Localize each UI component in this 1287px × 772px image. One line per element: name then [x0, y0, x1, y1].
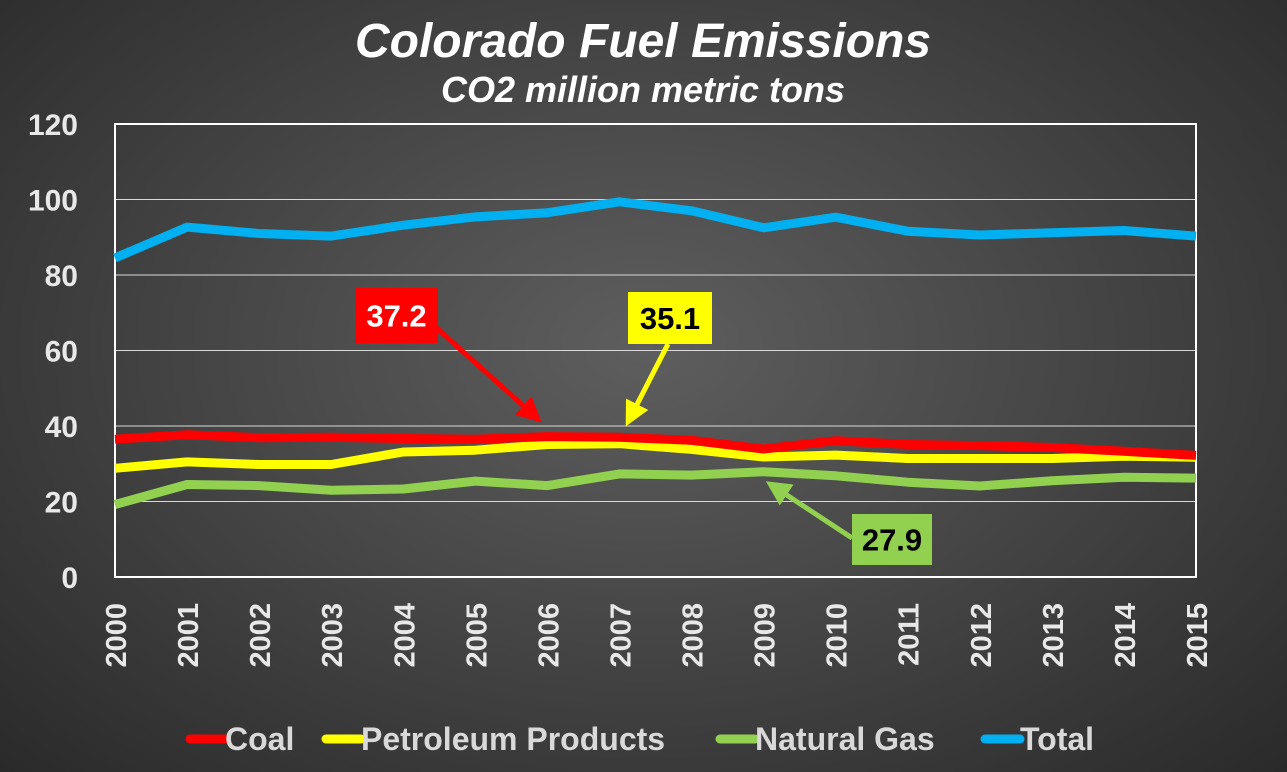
- x-tick-label: 2010: [822, 603, 854, 668]
- x-tick-label: 2005: [461, 603, 493, 668]
- x-tick-label: 2003: [317, 603, 349, 668]
- callout-box: [355, 288, 438, 343]
- x-tick-label: 2009: [750, 603, 782, 668]
- series-line-natural-gas: [113, 467, 1197, 509]
- callouts: 37.2 35.1 27.9: [355, 288, 932, 565]
- x-tick-label: 2015: [1182, 603, 1214, 668]
- callout-arrow: [625, 342, 671, 427]
- callout-box: [628, 292, 712, 344]
- legend-item-coal: Coal: [185, 721, 294, 757]
- series-line-coal: [114, 430, 1197, 460]
- x-tick-label: 2011: [894, 603, 926, 666]
- y-tick-label: 40: [45, 411, 78, 444]
- callout-label: 37.2: [366, 299, 426, 334]
- callout-35-1: 35.1: [625, 292, 712, 427]
- legend: Coal Petroleum Products Natural Gas Total: [185, 721, 1094, 757]
- callout-37-2: 37.2: [355, 288, 542, 423]
- callout-arrow: [765, 481, 854, 541]
- y-tick-label: 100: [28, 185, 78, 218]
- legend-item-natural-gas: Natural Gas: [715, 721, 935, 757]
- plot-area-border: [114, 123, 1197, 578]
- legend-item-total: Total: [980, 721, 1094, 757]
- y-tick-label: 0: [61, 562, 78, 595]
- x-tick-label: 2008: [678, 603, 710, 668]
- y-axis-ticks: 0 20 40 60 80 100 120: [28, 109, 78, 595]
- x-tick-label: 2004: [389, 603, 421, 668]
- callout-27-9: 27.9: [765, 481, 932, 565]
- legend-label: Coal: [225, 721, 294, 757]
- x-tick-label: 2013: [1038, 603, 1070, 668]
- x-tick-label: 2000: [101, 603, 133, 668]
- x-tick-label: 2007: [605, 603, 637, 668]
- y-tick-label: 20: [45, 487, 78, 520]
- x-tick-label: 2012: [966, 603, 998, 668]
- x-tick-label: 2006: [533, 603, 565, 668]
- y-tick-label: 80: [45, 260, 78, 293]
- callout-box: [852, 514, 932, 565]
- series-line-petroleum-products: [114, 439, 1197, 473]
- y-tick-label: 120: [28, 109, 78, 142]
- series-lines: [113, 197, 1197, 509]
- x-axis-ticks: 2000 2001 2002 2003 2004 2005 2006 2007 2008 2009…: [101, 603, 1214, 668]
- chart-title: Colorado Fuel Emissions: [355, 15, 931, 68]
- callout-label: 35.1: [640, 301, 700, 336]
- series-line-total: [113, 197, 1197, 263]
- x-tick-label: 2014: [1110, 603, 1142, 668]
- gridlines: [115, 199, 1196, 502]
- callout-arrow: [428, 320, 542, 423]
- x-tick-label: 2002: [245, 603, 277, 668]
- x-tick-label: 2001: [173, 603, 205, 668]
- callout-label: 27.9: [862, 523, 922, 558]
- legend-label: Total: [1020, 721, 1094, 757]
- legend-label: Petroleum Products: [361, 721, 665, 757]
- legend-label: Natural Gas: [755, 721, 935, 757]
- legend-item-petroleum-products: Petroleum Products: [321, 721, 665, 757]
- y-tick-label: 60: [45, 336, 78, 369]
- chart-subtitle: CO2 million metric tons: [441, 69, 845, 110]
